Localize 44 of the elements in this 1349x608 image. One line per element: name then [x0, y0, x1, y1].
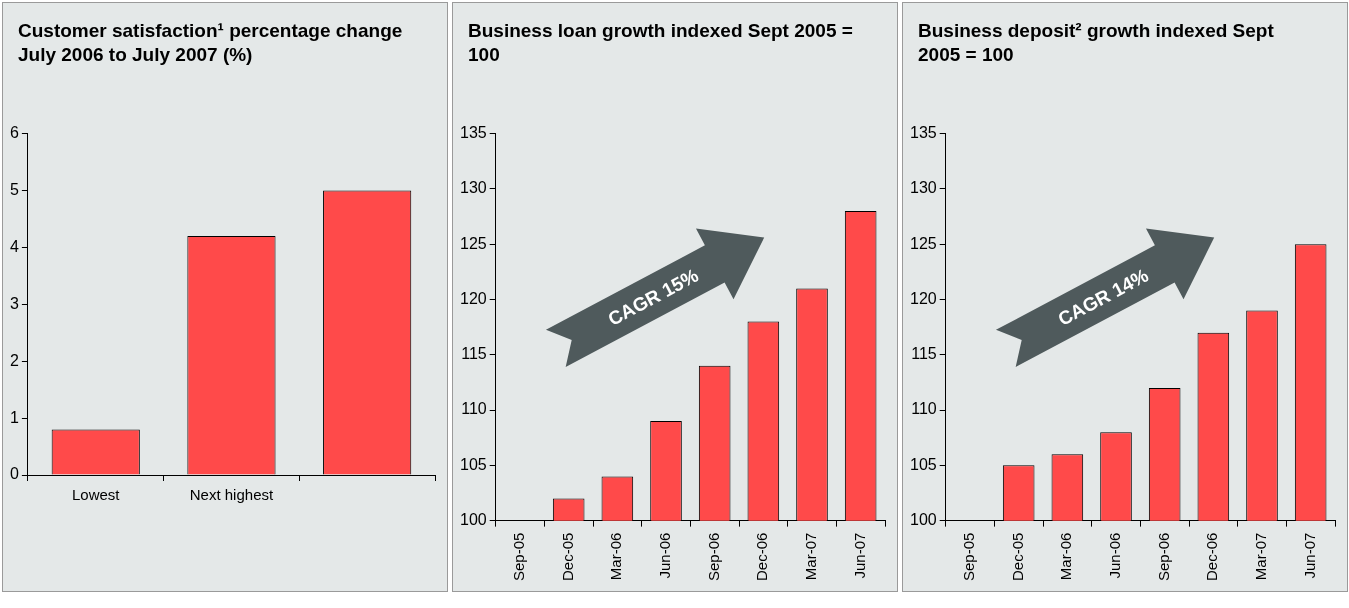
x-tick-label: Sep-05 [510, 532, 528, 582]
chart-title: Business deposit² growth indexed Sept 2005 = 100 [918, 19, 1275, 67]
y-tick-label: 6 [9, 124, 19, 142]
x-tick-label: Jun-07 [1300, 532, 1318, 579]
y-tick-label: 115 [461, 345, 487, 363]
y-tick-label: 105 [909, 455, 937, 473]
x-tick-label: Next highest [189, 486, 274, 504]
x-tick-label: Dec-05 [1008, 532, 1026, 581]
y-tick-label: 135 [459, 124, 487, 142]
y-tick-label: 4 [9, 237, 19, 255]
y-tick-label: 110 [911, 400, 937, 418]
x-tick-label: Sep-06 [704, 532, 722, 582]
x-tick-label: Dec-06 [1203, 532, 1221, 581]
y-tick-label: 1 [9, 408, 19, 426]
y-tick-label: 3 [9, 294, 19, 312]
y-tick-label: 130 [459, 179, 487, 197]
y-tick-label: 130 [909, 179, 937, 197]
x-tick-label: Lowest [71, 486, 121, 504]
x-tick-label: Dec-05 [558, 532, 576, 581]
x-tick-label: Sep-05 [960, 532, 978, 582]
y-tick-label: 100 [909, 511, 937, 529]
chart-title: Business loan growth indexed Sept 2005 = 100 [468, 19, 854, 67]
y-tick-label: 115 [911, 345, 937, 363]
x-tick-label: Dec-06 [753, 532, 771, 581]
chart-title: Customer satisfaction¹ percentage change July 2006 to July 2007 (%) [18, 19, 404, 67]
y-tick-label: 0 [9, 465, 19, 483]
x-tick-label: Mar-07 [802, 532, 820, 581]
y-tick-label: 125 [459, 234, 487, 252]
y-tick-label: 120 [459, 289, 487, 307]
y-tick-label: 125 [909, 234, 937, 252]
x-tick-label: Mar-07 [1252, 532, 1270, 581]
x-tick-label: Mar-06 [607, 532, 625, 581]
y-tick-label: 105 [459, 455, 487, 473]
y-tick-label: 120 [909, 289, 937, 307]
x-tick-label: Jun-07 [850, 532, 868, 579]
y-tick-label: 135 [909, 124, 937, 142]
y-tick-label: 2 [9, 351, 19, 369]
x-tick-label: Jun-06 [1106, 532, 1124, 579]
x-tick-label: Jun-06 [656, 532, 674, 579]
y-tick-label: 110 [461, 400, 487, 418]
x-tick-label: Mar-06 [1057, 532, 1075, 581]
y-tick-label: 100 [459, 511, 487, 529]
y-tick-label: 5 [9, 180, 19, 198]
x-tick-label: Sep-06 [1154, 532, 1172, 582]
